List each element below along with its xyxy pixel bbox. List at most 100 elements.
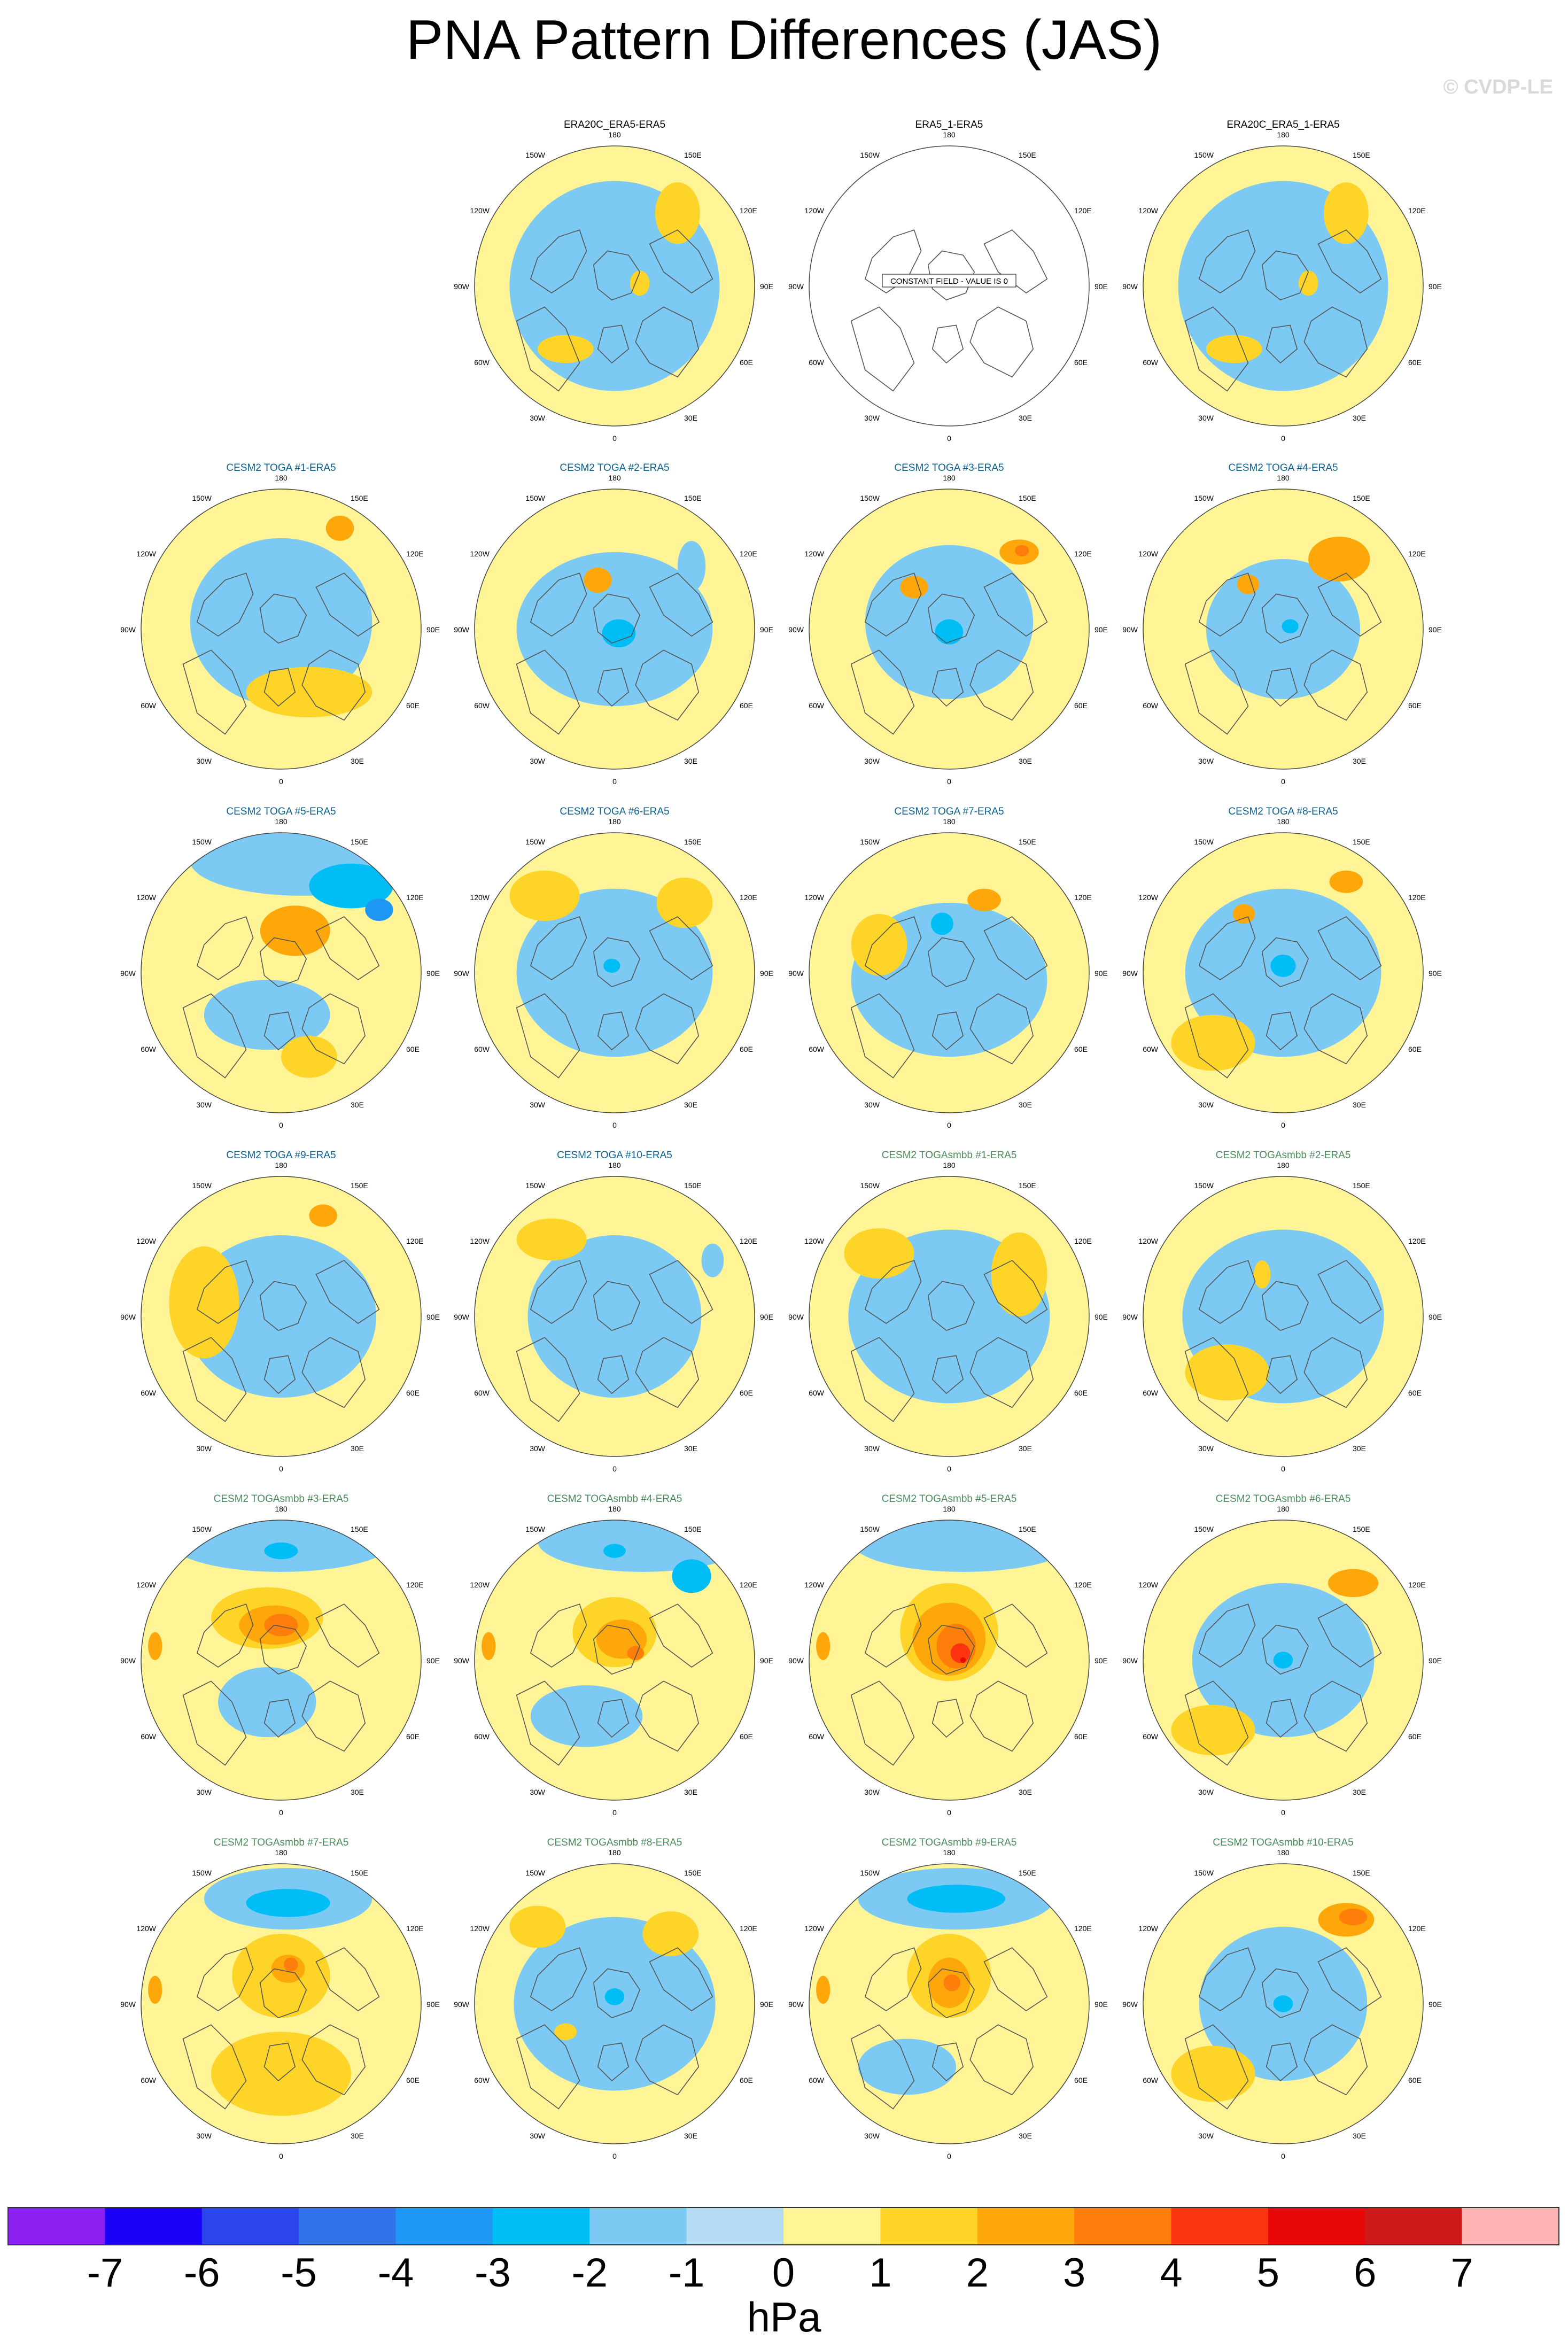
coastline xyxy=(1198,572,1256,637)
longitude-label: 90E xyxy=(760,625,773,634)
longitude-label: 180 xyxy=(275,1505,288,1513)
longitude-label: 120E xyxy=(740,893,757,902)
contour-region xyxy=(1171,1704,1255,1756)
coastline xyxy=(1266,324,1298,364)
longitude-label: 30E xyxy=(1019,414,1032,422)
longitude-label: 150W xyxy=(860,494,880,502)
longitude-label: 0 xyxy=(1281,2152,1285,2160)
contour-region xyxy=(309,863,393,909)
coastline xyxy=(196,572,254,637)
contour-region xyxy=(169,1246,239,1359)
contour-region xyxy=(816,1975,830,2004)
longitude-label: 180 xyxy=(1277,130,1290,139)
longitude-label: 120W xyxy=(804,206,824,215)
contour-region xyxy=(1270,954,1296,977)
longitude-label: 150W xyxy=(1194,1869,1214,1877)
contour-region xyxy=(858,2039,957,2095)
longitude-label: 60W xyxy=(809,1389,825,1397)
longitude-label: 30E xyxy=(1353,2132,1366,2140)
longitude-label: 60E xyxy=(1074,1389,1088,1397)
longitude-label: 30W xyxy=(864,414,880,422)
longitude-label: 60W xyxy=(1143,1732,1159,1741)
longitude-label: 150W xyxy=(525,838,545,846)
longitude-label: 30E xyxy=(684,1788,697,1796)
contour-region xyxy=(1171,2045,1255,2102)
coastline xyxy=(649,1947,713,2012)
constant-field-label: CONSTANT FIELD - VALUE IS 0 xyxy=(890,277,1008,286)
contour-region xyxy=(1253,1260,1271,1289)
longitude-label: 0 xyxy=(947,434,951,443)
coastline xyxy=(182,1680,247,1766)
longitude-label: 180 xyxy=(943,474,956,482)
coastline xyxy=(927,593,975,644)
contour-region xyxy=(907,1885,1005,1913)
coastline xyxy=(635,306,700,378)
coastline xyxy=(1303,1337,1368,1408)
panel-title: CESM2 TOGA #4-ERA5 xyxy=(1228,462,1338,474)
longitude-label: 90E xyxy=(1429,282,1442,291)
coastline xyxy=(864,1947,922,2012)
coastline xyxy=(635,1337,700,1408)
contour-region xyxy=(218,1667,316,1738)
longitude-label: 120W xyxy=(804,1237,824,1245)
coastline xyxy=(593,1281,641,1331)
coastline xyxy=(301,2024,366,2096)
longitude-label: 60W xyxy=(1143,358,1159,367)
longitude-label: 60E xyxy=(740,701,753,710)
longitude-label: 90W xyxy=(788,1656,804,1665)
longitude-label: 180 xyxy=(275,1848,288,1857)
coastline xyxy=(597,2042,630,2082)
longitude-label: 180 xyxy=(943,1848,956,1857)
longitude-label: 180 xyxy=(275,817,288,826)
contour-region xyxy=(677,540,706,592)
contour-region xyxy=(967,888,1001,911)
longitude-label: 60E xyxy=(1074,1732,1088,1741)
longitude-label: 120W xyxy=(1138,206,1158,215)
longitude-label: 180 xyxy=(943,1161,956,1169)
coastline xyxy=(1261,1968,1309,2019)
coastline xyxy=(1184,2024,1249,2110)
coastline xyxy=(196,1603,254,1668)
coastline xyxy=(1184,1337,1249,1422)
longitude-label: 120W xyxy=(804,549,824,558)
longitude-label: 30E xyxy=(1019,2132,1032,2140)
longitude-label: 180 xyxy=(943,817,956,826)
longitude-label: 60E xyxy=(1408,701,1422,710)
longitude-label: 30W xyxy=(196,2132,212,2140)
contour-region xyxy=(1273,1995,1293,2012)
longitude-label: 0 xyxy=(279,1808,283,1817)
contour-region xyxy=(1308,537,1370,582)
longitude-label: 150E xyxy=(1353,1525,1370,1533)
longitude-label: 60W xyxy=(141,1045,157,1053)
longitude-label: 180 xyxy=(1277,1161,1290,1169)
coastline xyxy=(1261,1281,1309,1331)
longitude-label: 90E xyxy=(426,1656,440,1665)
longitude-label: 90E xyxy=(1095,1656,1108,1665)
longitude-label: 150W xyxy=(1194,1525,1214,1533)
longitude-label: 150W xyxy=(1194,838,1214,846)
longitude-label: 30W xyxy=(530,757,546,765)
longitude-label: 120W xyxy=(470,1580,490,1589)
longitude-label: 120E xyxy=(1408,1237,1426,1245)
coastline xyxy=(969,1680,1034,1752)
longitude-label: 120W xyxy=(136,893,156,902)
longitude-label: 60E xyxy=(740,1389,753,1397)
longitude-label: 120E xyxy=(1074,206,1092,215)
map-border xyxy=(809,1520,1090,1801)
longitude-label: 150E xyxy=(1353,494,1370,502)
coastline xyxy=(1317,1603,1382,1668)
panel-title: CESM2 TOGAsmbb #8-ERA5 xyxy=(547,1837,682,1848)
longitude-label: 60W xyxy=(141,701,157,710)
coastline xyxy=(1303,993,1368,1065)
longitude-label: 120W xyxy=(470,206,490,215)
longitude-label: 60W xyxy=(1143,1045,1159,1053)
longitude-label: 150W xyxy=(192,494,212,502)
contour-region xyxy=(1323,182,1369,244)
map-border xyxy=(474,1863,755,2144)
coastline xyxy=(530,916,587,981)
longitude-label: 90W xyxy=(788,625,804,634)
longitude-label: 60E xyxy=(1074,2076,1088,2084)
longitude-label: 30E xyxy=(351,2132,364,2140)
